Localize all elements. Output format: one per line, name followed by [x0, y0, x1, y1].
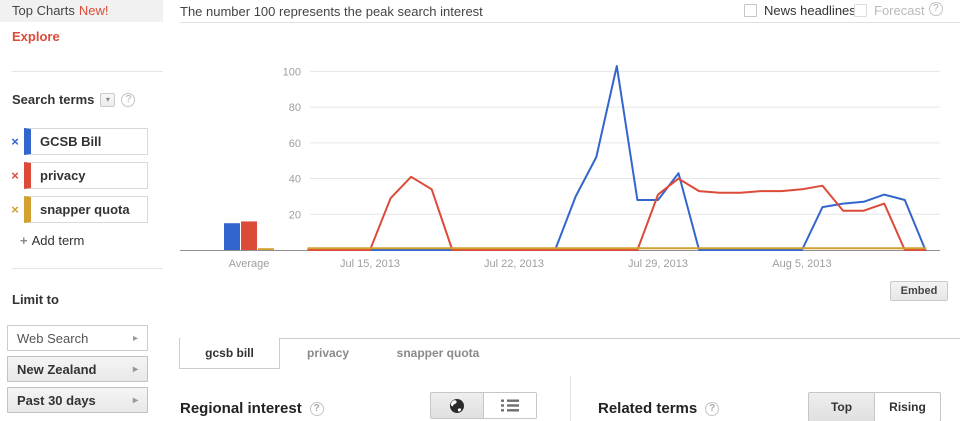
- regional-interest-label: Regional interest: [180, 400, 302, 417]
- tabs-divider: [179, 338, 960, 339]
- term-label: GCSB Bill: [40, 134, 102, 149]
- term-remove-icon[interactable]: ×: [11, 202, 19, 217]
- term-chip-gcsb-bill[interactable]: GCSB Bill: [24, 128, 148, 155]
- chevron-right-icon: ▸: [132, 363, 138, 375]
- globe-icon: [450, 398, 464, 413]
- explore-link[interactable]: Explore: [12, 29, 60, 44]
- forecast-label: Forecast: [874, 3, 925, 18]
- svg-text:40: 40: [289, 174, 301, 186]
- svg-text:20: 20: [289, 209, 301, 221]
- term-remove-icon[interactable]: ×: [11, 134, 19, 149]
- map-view-button[interactable]: [430, 392, 484, 419]
- chevron-right-icon: ▸: [132, 332, 138, 344]
- svg-text:Average: Average: [229, 258, 270, 270]
- svg-text:Aug 5, 2013: Aug 5, 2013: [772, 258, 831, 270]
- filter-time-range[interactable]: Past 30 days ▸: [7, 387, 148, 413]
- top-button[interactable]: Top: [808, 392, 875, 421]
- checkbox-icon[interactable]: [744, 4, 757, 17]
- list-view-button[interactable]: [483, 392, 537, 419]
- search-terms-heading: Search terms: [12, 92, 95, 107]
- regional-view-toggle: [430, 392, 537, 419]
- term-label: privacy: [40, 168, 86, 183]
- filter-label: Web Search: [17, 330, 89, 346]
- svg-text:80: 80: [289, 102, 301, 114]
- top-charts-label: Top Charts: [12, 3, 75, 18]
- svg-text:60: 60: [289, 138, 301, 150]
- term-row-privacy: × privacy: [8, 162, 148, 189]
- chevron-down-icon[interactable]: ▾: [100, 92, 116, 107]
- interest-over-time-chart: 20 40 60 80 100 Jul 15, 2013 Jul 22, 2013 Jul 2…: [180, 40, 960, 270]
- embed-button[interactable]: Embed: [890, 281, 948, 301]
- related-terms-label: Related terms: [598, 400, 698, 417]
- sidebar-divider: [12, 268, 163, 269]
- add-term-label: Add term: [31, 233, 85, 248]
- regional-interest-heading: Regional interest ?: [180, 400, 324, 417]
- search-terms-help-icon[interactable]: ?: [121, 92, 136, 107]
- svg-text:Jul 15, 2013: Jul 15, 2013: [340, 258, 400, 270]
- term-label: snapper quota: [40, 202, 130, 217]
- related-terms-heading: Related terms ?: [598, 400, 720, 417]
- list-icon: [501, 399, 519, 412]
- filter-region[interactable]: New Zealand ▸: [7, 356, 148, 382]
- tab-privacy[interactable]: privacy: [306, 346, 350, 360]
- tab-gcsb-bill[interactable]: gcsb bill: [179, 338, 280, 369]
- term-row-snapper-quota: × snapper quota: [8, 196, 148, 223]
- trend-chart-svg: 20 40 60 80 100 Jul 15, 2013 Jul 22, 2013 Jul 2…: [180, 65, 940, 270]
- chevron-right-icon: ▸: [132, 394, 138, 406]
- forecast-help-icon[interactable]: ?: [929, 2, 943, 16]
- filter-search-type[interactable]: Web Search ▸: [7, 325, 148, 351]
- svg-text:Jul 22, 2013: Jul 22, 2013: [484, 258, 544, 270]
- top-charts-link[interactable]: Top Charts New!: [0, 0, 163, 22]
- news-headlines-checkbox[interactable]: News headlines: [744, 3, 856, 18]
- sidebar-divider: [12, 71, 163, 72]
- header-divider: [180, 22, 960, 23]
- tab-snapper-quota[interactable]: snapper quota: [396, 346, 480, 360]
- checkbox-icon[interactable]: [854, 4, 867, 17]
- filter-label: New Zealand: [17, 361, 97, 377]
- term-row-gcsb-bill: × GCSB Bill: [8, 128, 148, 155]
- search-terms-header: Search terms ▾ ?: [12, 92, 136, 107]
- related-terms-help-icon[interactable]: ?: [705, 401, 720, 416]
- rising-button[interactable]: Rising: [874, 392, 941, 421]
- plus-icon: +: [20, 233, 28, 248]
- term-chip-privacy[interactable]: privacy: [24, 162, 148, 189]
- term-chip-snapper-quota[interactable]: snapper quota: [24, 196, 148, 223]
- section-divider: [570, 376, 571, 421]
- news-headlines-label: News headlines: [764, 3, 856, 18]
- term-remove-icon[interactable]: ×: [11, 168, 19, 183]
- svg-text:Jul 29, 2013: Jul 29, 2013: [628, 258, 688, 270]
- regional-interest-help-icon[interactable]: ?: [309, 401, 324, 416]
- limit-to-heading: Limit to: [12, 292, 59, 307]
- forecast-checkbox[interactable]: Forecast: [854, 3, 925, 18]
- related-terms-toggle: Top Rising: [808, 392, 941, 421]
- svg-text:100: 100: [283, 66, 301, 78]
- chart-subtitle: The number 100 represents the peak searc…: [180, 4, 483, 19]
- filter-label: Past 30 days: [17, 392, 96, 408]
- new-badge: New!: [78, 3, 109, 18]
- add-term-button[interactable]: + Add term: [20, 233, 84, 248]
